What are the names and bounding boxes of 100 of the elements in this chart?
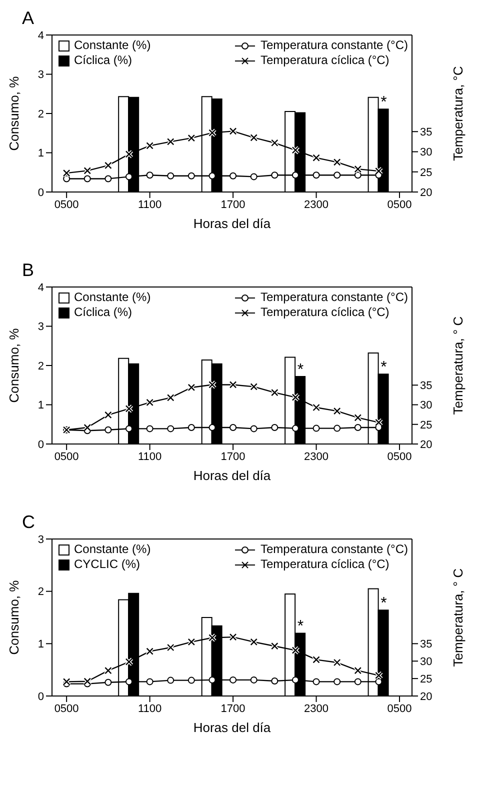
point (146, 172, 154, 179)
y-axis-title: Consumo, % (6, 580, 22, 655)
legend-label: Temperatura cíclica (°C) (260, 53, 390, 68)
x-tick-label: 2300 (304, 198, 329, 211)
legend-label: Cíclica (%) (74, 305, 132, 320)
legend-label: Temperatura cíclica (°C) (260, 305, 390, 320)
point (230, 676, 237, 684)
x-tick-label: 0500 (54, 450, 79, 463)
x-axis-title: Horas del día (193, 468, 272, 483)
point (104, 175, 112, 182)
y2-tick-label: 35 (420, 380, 432, 392)
point (354, 678, 362, 686)
point (312, 424, 320, 432)
y2-axis-title: Temperatura, ° C (450, 568, 466, 667)
annotation: * (380, 595, 387, 612)
y-tick-label: 1 (38, 638, 44, 651)
point (250, 173, 258, 180)
point (146, 678, 154, 686)
y2-axis-title: Temperatura, ° C (450, 316, 466, 415)
y2-tick-label: 30 (420, 400, 432, 412)
point (271, 424, 278, 432)
y-tick-label: 4 (38, 282, 44, 294)
point (104, 426, 112, 434)
point (334, 678, 341, 686)
point (167, 172, 174, 180)
y-tick-label: 1 (38, 148, 44, 160)
legend-label: Temperatura constante (°C) (260, 542, 408, 557)
legend-label: Temperatura constante (°C) (260, 290, 408, 305)
chart-title: C (21, 512, 36, 532)
legend-label: Cíclica (%) (74, 53, 132, 68)
point (334, 424, 341, 432)
point (271, 172, 278, 179)
y-tick-label: 1 (38, 400, 44, 412)
x-tick-label: 1700 (220, 450, 246, 463)
point (63, 175, 70, 182)
y-axis-title: Consumo, % (6, 328, 22, 403)
y2-tick-label: 35 (420, 638, 432, 651)
y2-tick-label: 30 (420, 146, 432, 159)
x-tick-label: 0500 (54, 702, 79, 715)
annotation: * (297, 361, 304, 378)
x-tick-label: 1700 (220, 702, 246, 715)
x-tick-label: 1100 (138, 702, 162, 715)
point (375, 678, 382, 686)
legend-label: Temperatura cíclica (°C) (260, 557, 390, 572)
point (250, 676, 258, 684)
y2-axis-title: Temperatura, °C (450, 66, 466, 161)
y2-tick-label: 35 (420, 126, 432, 139)
y-tick-label: 2 (38, 108, 44, 120)
y2-tick-label: 25 (420, 673, 432, 686)
annotation: * (380, 94, 387, 112)
legend-label: CYCLIC (%) (74, 557, 140, 572)
point (125, 173, 132, 180)
x-tick-label: 1100 (138, 450, 162, 463)
point (188, 172, 195, 180)
point (230, 172, 237, 180)
y2-tick-label: 20 (420, 690, 432, 703)
x-tick-label: 0500 (387, 450, 412, 463)
point (208, 676, 216, 684)
x-axis-title: Horas del día (193, 216, 272, 231)
chart-title: B (21, 260, 36, 280)
y-tick-label: 0 (38, 438, 44, 451)
chart-title: A (21, 8, 36, 28)
point (312, 172, 320, 179)
point (188, 424, 195, 432)
point (354, 424, 362, 432)
y-tick-label: 3 (38, 534, 44, 546)
y2-tick-label: 25 (420, 419, 432, 432)
x-tick-label: 0500 (387, 198, 412, 211)
legend-label: Temperatura constante (°C) (260, 38, 408, 53)
annotation: * (297, 618, 304, 636)
y-tick-label: 0 (38, 690, 44, 703)
point (334, 172, 341, 179)
point (167, 676, 174, 684)
point (271, 678, 278, 684)
x-tick-label: 1100 (138, 198, 162, 211)
point (125, 425, 132, 432)
x-tick-label: 2300 (304, 450, 329, 463)
legend-label: Constante (%) (74, 38, 151, 53)
legend-label: Constante (%) (74, 542, 151, 557)
y2-tick-label: 30 (420, 656, 432, 668)
x-tick-label: 0500 (387, 702, 412, 715)
x-tick-label: 0500 (54, 198, 79, 211)
legend-label: Constante (%) (74, 290, 151, 305)
point (167, 425, 174, 432)
point (312, 678, 320, 686)
point (250, 425, 258, 432)
x-tick-label: 1700 (220, 198, 246, 211)
y-tick-label: 3 (38, 69, 44, 82)
y-tick-label: 4 (38, 30, 44, 42)
point (292, 676, 299, 684)
x-axis-title: Horas del día (193, 720, 272, 735)
y2-tick-label: 20 (420, 186, 432, 199)
point (188, 676, 195, 684)
y2-tick-label: 20 (420, 438, 432, 451)
point (292, 424, 299, 432)
y-axis-title: Consumo, % (6, 76, 22, 151)
point (146, 425, 154, 432)
point (230, 424, 237, 432)
y-tick-label: 2 (38, 586, 44, 598)
x-tick-label: 2300 (304, 702, 329, 715)
